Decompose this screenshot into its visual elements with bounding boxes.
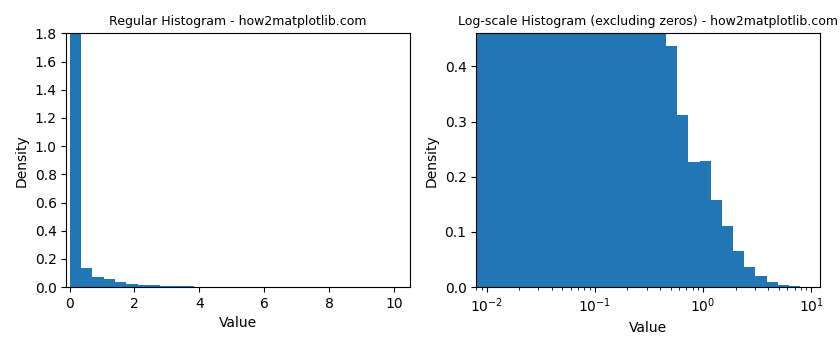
Bar [103, 279, 115, 287]
Bar [755, 276, 767, 287]
Bar [767, 282, 778, 287]
Bar [160, 286, 171, 287]
Bar [689, 162, 700, 287]
Bar [521, 0, 532, 287]
Bar [789, 286, 801, 287]
Bar [126, 284, 138, 287]
Title: Log-scale Histogram (excluding zeros) - how2matplotlib.com: Log-scale Histogram (excluding zeros) - … [458, 15, 838, 28]
X-axis label: Value: Value [219, 316, 257, 330]
Bar [622, 0, 633, 287]
Bar [543, 0, 554, 287]
Y-axis label: Density: Density [15, 134, 29, 187]
Bar [778, 285, 789, 287]
Bar [499, 0, 510, 287]
Y-axis label: Density: Density [425, 134, 439, 187]
Bar [149, 285, 160, 287]
Bar [115, 282, 126, 287]
Bar [711, 200, 722, 287]
Bar [510, 0, 521, 287]
Bar [532, 0, 543, 287]
Bar [476, 0, 487, 287]
Bar [70, 0, 81, 287]
Bar [722, 226, 733, 287]
Bar [633, 0, 643, 287]
Bar [655, 0, 666, 287]
Bar [599, 0, 611, 287]
Bar [81, 268, 92, 287]
Bar [744, 267, 755, 287]
Bar [588, 0, 599, 287]
Title: Regular Histogram - how2matplotlib.com: Regular Histogram - how2matplotlib.com [109, 15, 367, 28]
Bar [171, 286, 183, 287]
Bar [565, 0, 577, 287]
Bar [611, 0, 622, 287]
Bar [700, 161, 711, 287]
Bar [138, 285, 149, 287]
Bar [92, 277, 103, 287]
Bar [733, 251, 744, 287]
Bar [487, 0, 499, 287]
Bar [643, 0, 655, 287]
Bar [677, 115, 689, 287]
X-axis label: Value: Value [629, 321, 667, 335]
Bar [577, 0, 588, 287]
Bar [554, 0, 565, 287]
Bar [666, 46, 677, 287]
